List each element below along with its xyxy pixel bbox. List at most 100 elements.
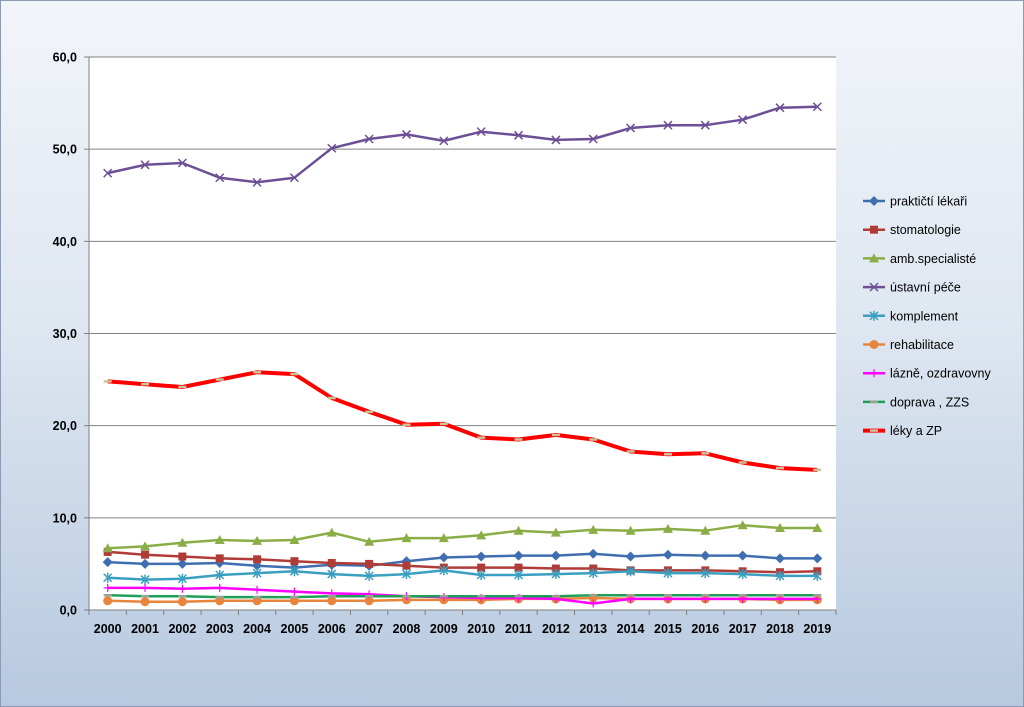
data-point	[327, 558, 336, 567]
data-point	[589, 599, 598, 608]
data-point	[177, 597, 187, 607]
data-point	[588, 548, 599, 559]
legend-label: praktičtí lékaři	[890, 195, 967, 209]
legend-label: doprava , ZZS	[890, 395, 969, 409]
data-point	[402, 561, 411, 570]
data-point	[476, 127, 486, 137]
data-point	[289, 596, 299, 606]
legend-item: doprava , ZZS	[863, 395, 969, 409]
legend-item: komplement	[863, 309, 959, 323]
y-axis: 0,0 10,0 20,0 30,0 40,0 50,0 60,0	[53, 51, 90, 618]
legend-label: komplement	[890, 309, 959, 323]
legend-item: lázně, ozdravovny	[863, 367, 992, 381]
data-point	[588, 568, 598, 579]
legend: praktičtí lékaři stomatologie amb.speciali…	[863, 195, 992, 438]
data-point	[364, 134, 374, 144]
data-point	[550, 527, 561, 537]
y-tick-label: 20,0	[53, 419, 77, 433]
data-point	[812, 570, 822, 581]
data-point	[140, 160, 150, 170]
data-point	[177, 558, 188, 569]
y-tick-label: 0,0	[60, 604, 77, 618]
legend-label: léky a ZP	[890, 424, 942, 438]
series-line	[107, 569, 818, 581]
y-tick-label: 30,0	[53, 327, 77, 341]
data-point	[774, 553, 785, 564]
data-point	[140, 558, 151, 569]
x-tick-label: 2007	[355, 622, 383, 636]
data-point	[774, 522, 785, 532]
data-point	[737, 520, 748, 530]
series-6	[103, 583, 822, 608]
x-tick-label: 2017	[729, 622, 757, 636]
data-point	[625, 525, 636, 535]
series-line	[107, 523, 818, 550]
series-layer	[102, 102, 823, 608]
data-point	[438, 552, 449, 563]
data-point	[252, 596, 262, 606]
data-point	[700, 120, 710, 130]
data-point	[103, 572, 113, 583]
series-8	[103, 370, 822, 472]
series-2	[102, 520, 823, 553]
data-point	[289, 173, 299, 183]
data-point	[364, 596, 374, 606]
data-point	[102, 543, 113, 553]
data-point	[364, 570, 374, 581]
data-point	[869, 196, 879, 206]
data-point	[215, 554, 224, 563]
data-point	[663, 568, 673, 579]
legend-item: praktičtí lékaři	[863, 195, 967, 209]
data-point	[513, 569, 524, 580]
x-tick-label: 2004	[243, 622, 271, 636]
data-point	[215, 583, 224, 592]
y-tick-label: 10,0	[53, 511, 77, 525]
data-point	[140, 597, 150, 607]
data-point	[550, 550, 561, 561]
legend-item: amb.specialisté	[863, 252, 976, 266]
series-line	[107, 105, 818, 184]
data-point	[177, 573, 187, 584]
data-point	[700, 568, 710, 579]
gridlines	[89, 56, 836, 519]
x-tick-label: 2009	[430, 622, 458, 636]
data-point	[663, 120, 673, 130]
legend-item: ústavní péče	[863, 281, 961, 295]
x-tick-label: 2003	[206, 622, 234, 636]
data-point	[290, 587, 299, 596]
data-point	[401, 533, 412, 543]
data-point	[364, 536, 375, 546]
data-point	[514, 563, 523, 572]
data-point	[513, 550, 524, 561]
legend-label: rehabilitace	[890, 338, 954, 352]
data-point	[102, 557, 113, 568]
data-point	[812, 522, 823, 532]
x-tick-label: 2008	[393, 622, 421, 636]
data-point	[439, 565, 449, 576]
data-point	[401, 129, 412, 139]
data-point	[177, 537, 188, 547]
data-point	[551, 569, 561, 580]
data-point	[252, 568, 262, 579]
data-point	[438, 533, 449, 543]
data-point	[327, 569, 337, 580]
x-tick-label: 2010	[467, 622, 495, 636]
y-tick-label: 50,0	[53, 143, 77, 157]
data-point	[365, 559, 374, 568]
x-tick-label: 2013	[579, 622, 607, 636]
y-tick-label: 60,0	[53, 51, 77, 65]
x-tick-label: 2015	[654, 622, 682, 636]
data-point	[178, 552, 187, 561]
x-tick-label: 2002	[168, 622, 196, 636]
data-point	[290, 557, 299, 566]
x-tick-label: 2000	[94, 622, 122, 636]
series-line	[107, 586, 818, 605]
x-tick-label: 2001	[131, 622, 159, 636]
data-point	[215, 596, 225, 606]
data-point	[477, 563, 486, 572]
legend-label: stomatologie	[890, 223, 961, 237]
data-point	[401, 569, 412, 580]
data-point	[214, 534, 225, 544]
